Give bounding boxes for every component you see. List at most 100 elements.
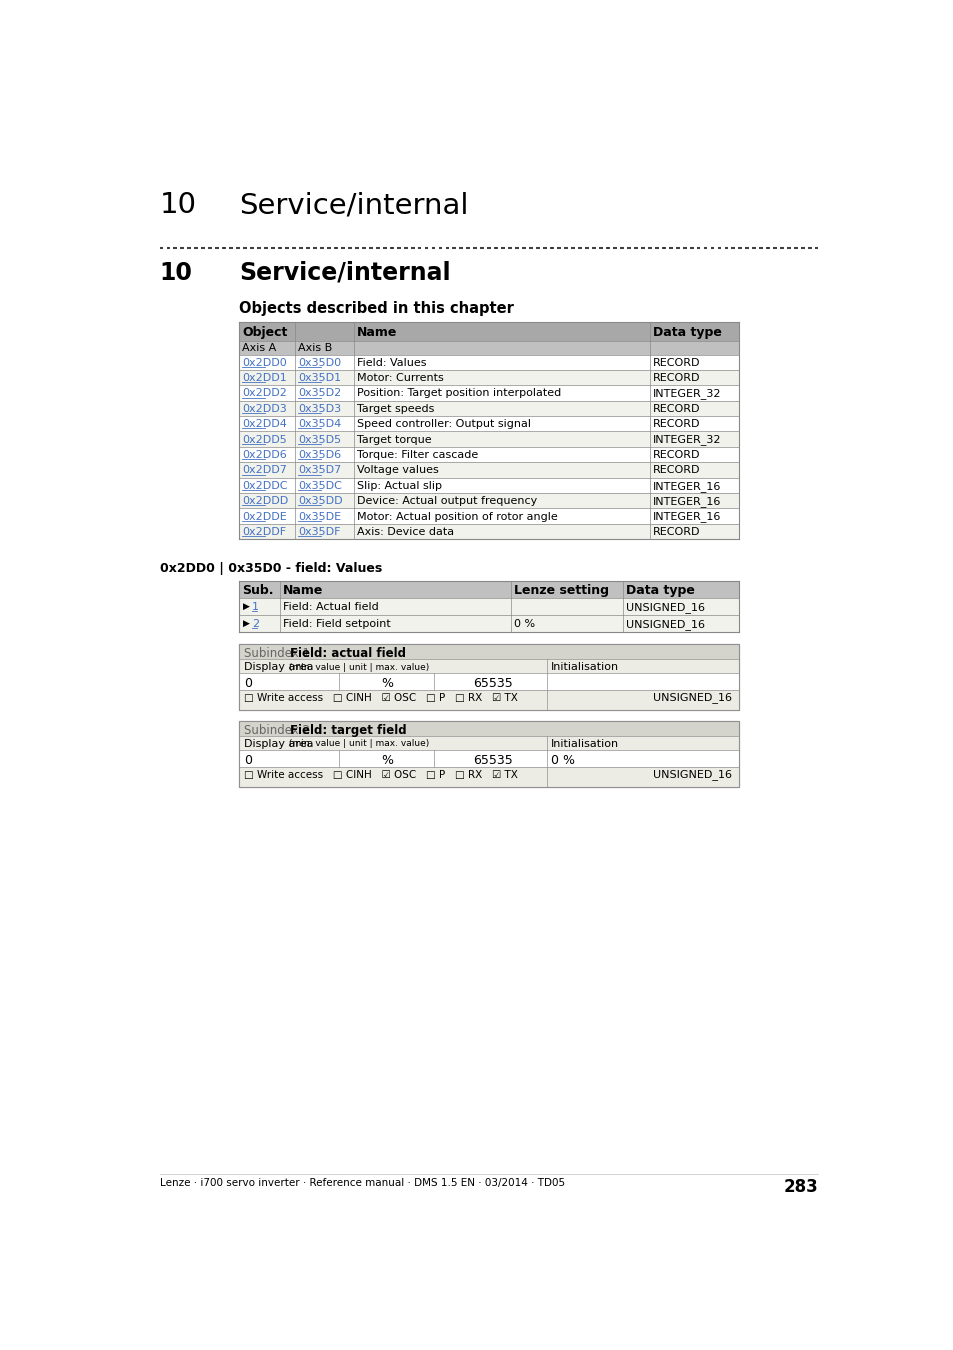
Text: 0x35DF: 0x35DF [298,526,340,537]
Text: 0 %: 0 % [513,618,535,629]
Text: UNSIGNED_16: UNSIGNED_16 [625,602,704,613]
Text: Voltage values: Voltage values [356,466,438,475]
Bar [239,447,739,462]
Text: Subindex 1:: Subindex 1: [244,647,317,660]
Bar [239,340,739,355]
Bar [239,644,739,659]
Text: Lenze setting: Lenze setting [513,585,608,597]
Text: Display area: Display area [244,662,314,672]
Text: INTEGER_16: INTEGER_16 [653,481,720,491]
Bar [239,401,739,416]
Text: 0x2DD4: 0x2DD4 [242,420,287,429]
Bar [239,355,739,370]
Text: Target speeds: Target speeds [356,404,435,414]
Text: 0x2DD0: 0x2DD0 [242,358,287,367]
Text: %: % [380,678,393,690]
Text: □ Write access   □ CINH   ☑ OSC   □ P   □ RX   ☑ TX: □ Write access □ CINH ☑ OSC □ P □ RX ☑ T… [244,769,517,779]
Text: 0x2DD3: 0x2DD3 [242,404,287,414]
Text: Motor: Actual position of rotor angle: Motor: Actual position of rotor angle [356,512,558,521]
Text: RECORD: RECORD [653,373,700,383]
Bar [239,751,739,767]
Text: 65535: 65535 [473,678,513,690]
Bar [239,767,739,787]
Text: 0x2DDE: 0x2DDE [242,512,287,521]
Bar [239,721,739,736]
Text: Speed controller: Output signal: Speed controller: Output signal [356,420,531,429]
Text: Torque: Filter cascade: Torque: Filter cascade [356,450,477,460]
Bar [239,493,739,509]
Bar [239,323,739,340]
Text: RECORD: RECORD [653,450,700,460]
Text: UNSIGNED_16: UNSIGNED_16 [652,693,731,703]
Text: 0x35D7: 0x35D7 [298,466,341,475]
Text: 10: 10 [159,192,196,219]
Text: Device: Actual output frequency: Device: Actual output frequency [356,497,537,506]
Text: Service/internal: Service/internal [239,261,451,285]
Text: ▶: ▶ [242,602,249,610]
Bar [239,580,739,598]
Bar [239,674,739,690]
Text: UNSIGNED_16: UNSIGNED_16 [625,618,704,629]
Text: 0x35DD: 0x35DD [298,497,342,506]
Bar [239,370,739,385]
Text: ▶: ▶ [242,618,249,628]
Text: Slip: Actual slip: Slip: Actual slip [356,481,441,491]
Bar [239,614,739,632]
Text: 0x2DD0 | 0x35D0 - field: Values: 0x2DD0 | 0x35D0 - field: Values [159,563,381,575]
Text: 0x35D0: 0x35D0 [298,358,341,367]
Bar [239,509,739,524]
Text: Axis B: Axis B [298,343,333,352]
Text: Subindex 2:: Subindex 2: [244,724,317,737]
Bar [239,721,739,787]
Bar [239,598,739,614]
Text: RECORD: RECORD [653,420,700,429]
Bar [239,644,739,710]
Text: Name: Name [282,585,323,597]
Text: 0x35D6: 0x35D6 [298,450,341,460]
Text: UNSIGNED_16: UNSIGNED_16 [652,769,731,780]
Text: 0x2DD2: 0x2DD2 [242,389,287,398]
Text: 1: 1 [252,602,258,612]
Text: Data type: Data type [625,585,694,597]
Text: Field: Field setpoint: Field: Field setpoint [282,618,390,629]
Text: 0x2DD5: 0x2DD5 [242,435,287,444]
Bar [239,478,739,493]
Text: Lenze · i700 servo inverter · Reference manual · DMS 1.5 EN · 03/2014 · TD05: Lenze · i700 servo inverter · Reference … [159,1179,564,1188]
Text: 0: 0 [244,755,252,767]
Bar [239,690,739,710]
Text: Objects described in this chapter: Objects described in this chapter [239,301,514,316]
Text: RECORD: RECORD [653,526,700,537]
Bar [239,736,739,751]
Text: Field: Values: Field: Values [356,358,426,367]
Text: 0x35D5: 0x35D5 [298,435,341,444]
Bar [239,462,739,478]
Bar [239,524,739,539]
Text: 0x35D2: 0x35D2 [298,389,341,398]
Text: Position: Target position interpolated: Position: Target position interpolated [356,389,560,398]
Text: Service/internal: Service/internal [239,192,468,219]
Text: Name: Name [356,325,397,339]
Text: 0x35DC: 0x35DC [298,481,342,491]
Text: Field: actual field: Field: actual field [290,647,405,660]
Text: Axis: Device data: Axis: Device data [356,526,454,537]
Text: 0x35D4: 0x35D4 [298,420,341,429]
Text: 65535: 65535 [473,755,513,767]
Text: Initialisation: Initialisation [550,662,618,672]
Text: 10: 10 [159,261,193,285]
Bar [239,659,739,674]
Text: Axis A: Axis A [242,343,276,352]
Text: %: % [380,755,393,767]
Text: INTEGER_16: INTEGER_16 [653,512,720,522]
Text: Sub.: Sub. [242,585,274,597]
Text: Initialisation: Initialisation [550,738,618,749]
Text: Display area: Display area [244,738,314,749]
Text: INTEGER_32: INTEGER_32 [653,435,721,446]
Text: Target torque: Target torque [356,435,432,444]
Text: Object: Object [242,325,288,339]
Text: 0 %: 0 % [550,755,574,767]
Text: Motor: Currents: Motor: Currents [356,373,443,383]
Text: 0x2DD6: 0x2DD6 [242,450,287,460]
Text: 0x2DDC: 0x2DDC [242,481,288,491]
Bar [239,644,739,710]
Text: (min. value | unit | max. value): (min. value | unit | max. value) [289,663,429,671]
